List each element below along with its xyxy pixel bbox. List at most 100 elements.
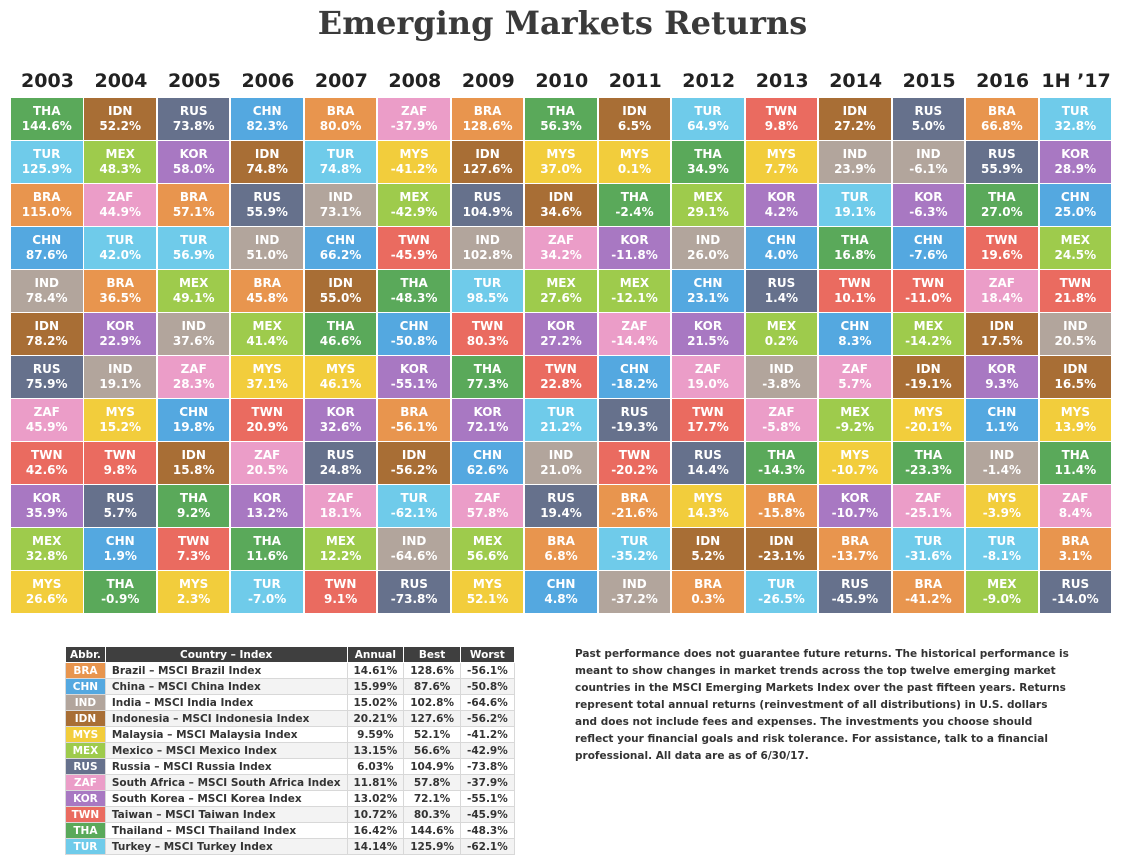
cell-country-abbr: IND xyxy=(475,233,500,247)
cell-return-value: 23.1% xyxy=(687,291,729,305)
cell-country-abbr: IDN xyxy=(254,147,280,161)
cell-return-value: -25.1% xyxy=(905,506,952,520)
cell-return-value: 127.6% xyxy=(462,162,513,176)
return-cell: BRA -56.1% xyxy=(378,399,450,441)
cell-country-abbr: CHN xyxy=(693,276,723,290)
cell-return-value: -8.1% xyxy=(982,549,1021,563)
return-cell: CHN -50.8% xyxy=(378,313,450,355)
cell-return-value: 52.1% xyxy=(466,592,509,606)
cell-return-value: 6.5% xyxy=(617,119,652,133)
cell-country-abbr: KOR xyxy=(106,319,135,333)
return-cell: MEX 0.2% xyxy=(745,313,818,355)
year-header: 2004 xyxy=(94,70,148,92)
cell-country-abbr: ZAF xyxy=(107,190,134,204)
cell-return-value: 27.6% xyxy=(540,291,582,305)
legend-country-name: Malaysia – MSCI Malaysia Index xyxy=(104,726,348,743)
cell-country-abbr: RUS xyxy=(694,448,722,462)
cell-return-value: 78.4% xyxy=(25,291,68,305)
cell-return-value: 73.1% xyxy=(319,205,362,219)
legend-country-name: India – MSCI India Index xyxy=(104,694,348,711)
cell-country-abbr: MYS xyxy=(840,448,870,462)
cell-country-abbr: MEX xyxy=(105,147,135,161)
return-cell: KOR 72.1% xyxy=(451,399,524,441)
return-cell: MYS 0.1% xyxy=(598,141,671,183)
cell-country-abbr: MEX xyxy=(325,534,356,548)
cell-return-value: -21.6% xyxy=(611,506,658,520)
cell-country-abbr: TWN xyxy=(912,276,945,290)
cell-country-abbr: MYS xyxy=(399,147,429,161)
cell-return-value: 62.6% xyxy=(466,463,509,477)
cell-return-value: 19.6% xyxy=(981,248,1023,262)
return-cell: MYS 7.7% xyxy=(745,141,818,183)
return-cell: ZAF 20.5% xyxy=(231,442,303,484)
return-cell: MEX -14.2% xyxy=(892,313,965,355)
cell-return-value: -64.6% xyxy=(390,549,438,563)
return-cell: IND 102.8% xyxy=(451,227,524,269)
return-cell: TWN -20.2% xyxy=(598,442,671,484)
cell-country-abbr: IDN xyxy=(548,190,574,204)
cell-country-abbr: CHN xyxy=(473,448,503,462)
return-cell: MEX 41.4% xyxy=(231,313,303,355)
return-cell: ZAF 28.3% xyxy=(157,356,230,398)
return-cell: IND 20.5% xyxy=(1039,313,1112,355)
cell-country-abbr: CHN xyxy=(326,233,356,247)
cell-country-abbr: ZAF xyxy=(841,362,868,376)
return-cell: THA 46.6% xyxy=(304,313,377,355)
cell-return-value: 13.9% xyxy=(1054,420,1097,434)
return-cell: ZAF 45.9% xyxy=(11,399,83,441)
legend-worst: -64.6% xyxy=(459,694,515,711)
cell-return-value: 0.2% xyxy=(764,334,799,348)
return-cell: MEX 32.8% xyxy=(11,528,83,570)
cell-return-value: 42.6% xyxy=(25,463,68,477)
cell-return-value: 34.2% xyxy=(540,248,582,262)
cell-country-abbr: TUR xyxy=(620,534,649,548)
cell-return-value: 36.5% xyxy=(99,291,142,305)
cell-return-value: 13.2% xyxy=(246,506,288,520)
cell-return-value: -19.3% xyxy=(611,420,658,434)
cell-country-abbr: CHN xyxy=(913,233,943,247)
cell-return-value: 44.9% xyxy=(99,205,142,219)
cell-return-value: -15.8% xyxy=(758,506,805,520)
cell-country-abbr: TUR xyxy=(547,405,575,419)
cell-return-value: -7.0% xyxy=(248,592,287,606)
cell-country-abbr: CHN xyxy=(987,405,1017,419)
cell-country-abbr: THA xyxy=(106,577,134,591)
cell-country-abbr: RUS xyxy=(473,190,502,204)
return-cell: BRA 57.1% xyxy=(157,184,230,226)
return-cell: RUS 75.9% xyxy=(11,356,83,398)
cell-country-abbr: IDN xyxy=(842,104,868,118)
cell-country-abbr: RUS xyxy=(547,491,575,505)
cell-country-abbr: ZAF xyxy=(401,104,428,118)
cell-country-abbr: CHN xyxy=(766,233,796,247)
cell-country-abbr: THA xyxy=(547,104,575,118)
return-cell: THA -48.3% xyxy=(378,270,450,312)
cell-return-value: -7.6% xyxy=(909,248,948,262)
cell-country-abbr: THA xyxy=(914,448,943,462)
legend-country-name: China – MSCI China Index xyxy=(104,678,348,695)
return-cell: IDN 78.2% xyxy=(11,313,83,355)
cell-country-abbr: MYS xyxy=(179,577,209,591)
legend-country-name: Russia – MSCI Russia Index xyxy=(104,758,348,775)
legend-swatch: TWN xyxy=(65,806,106,823)
cell-return-value: 19.8% xyxy=(172,420,215,434)
year-header: 2005 xyxy=(167,70,221,92)
return-cell: IDN 55.0% xyxy=(304,270,377,312)
cell-country-abbr: IDN xyxy=(107,104,133,118)
cell-return-value: -13.7% xyxy=(831,549,879,563)
return-cell: ZAF 19.0% xyxy=(672,356,744,398)
cell-country-abbr: TUR xyxy=(180,233,208,247)
return-cell: TUR 42.0% xyxy=(84,227,156,269)
cell-return-value: -26.5% xyxy=(758,592,805,606)
cell-country-abbr: TWN xyxy=(31,448,63,462)
cell-country-abbr: MEX xyxy=(987,577,1017,591)
cell-country-abbr: BRA xyxy=(400,405,428,419)
cell-country-abbr: BRA xyxy=(179,190,208,204)
cell-country-abbr: RUS xyxy=(179,104,208,118)
legend-swatch: KOR xyxy=(65,790,106,807)
legend-annual: 13.15% xyxy=(346,742,405,759)
return-cell: THA 16.8% xyxy=(819,227,891,269)
cell-country-abbr: IND xyxy=(989,448,1015,462)
cell-return-value: -56.2% xyxy=(390,463,438,477)
cell-return-value: 19.1% xyxy=(834,205,876,219)
cell-country-abbr: TWN xyxy=(692,405,724,419)
